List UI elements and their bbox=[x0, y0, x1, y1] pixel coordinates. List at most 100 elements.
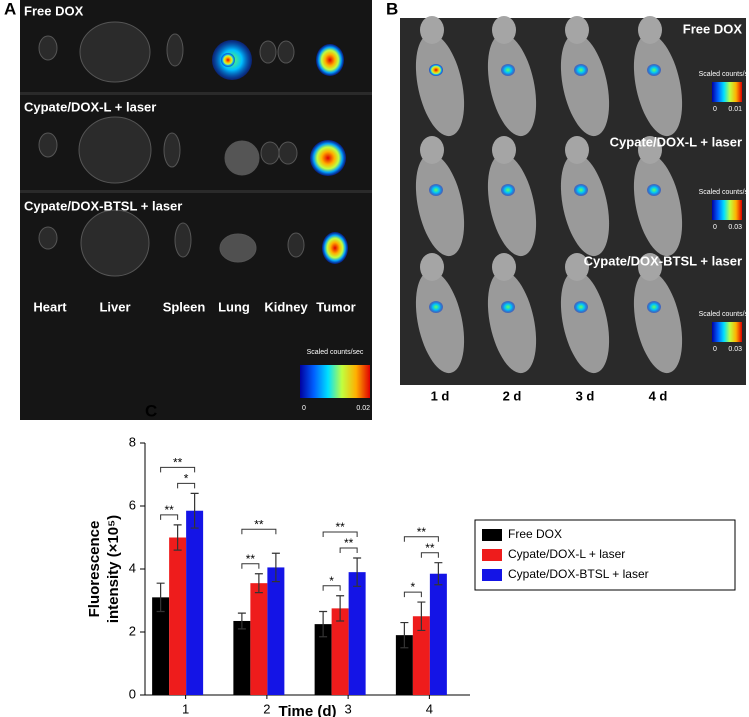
mouse-head bbox=[492, 136, 516, 164]
significance-label: ** bbox=[417, 525, 427, 539]
organ-label: Liver bbox=[99, 299, 130, 314]
mouse-head bbox=[492, 253, 516, 281]
organs bbox=[38, 21, 348, 277]
mouse bbox=[560, 153, 610, 257]
bar bbox=[186, 510, 204, 695]
mouse bbox=[487, 270, 537, 374]
significance-label: ** bbox=[425, 541, 435, 555]
mouse-head bbox=[565, 16, 589, 44]
signal bbox=[501, 184, 515, 196]
significance-label: ** bbox=[344, 536, 354, 550]
organ-label: Heart bbox=[33, 299, 67, 314]
signal bbox=[574, 184, 588, 196]
legend-swatch bbox=[482, 549, 502, 561]
significance-label: * bbox=[329, 574, 334, 588]
day-label: 3 d bbox=[576, 388, 595, 403]
mouse bbox=[560, 270, 610, 374]
mouse bbox=[633, 270, 683, 374]
day-label: 1 d bbox=[431, 388, 450, 403]
mouse bbox=[415, 153, 465, 257]
mouse bbox=[487, 33, 537, 137]
significance-bracket bbox=[322, 585, 341, 591]
bar bbox=[250, 583, 268, 695]
mouse-head bbox=[638, 16, 662, 44]
mouse-head bbox=[492, 16, 516, 44]
colorbar bbox=[300, 365, 370, 398]
signal bbox=[647, 184, 661, 196]
row-label: Free DOX bbox=[24, 3, 84, 18]
mouse-head bbox=[638, 136, 662, 164]
bar bbox=[412, 616, 430, 695]
signal bbox=[574, 64, 588, 76]
mouse bbox=[487, 153, 537, 257]
error-bar bbox=[271, 552, 280, 583]
mouse-head bbox=[420, 136, 444, 164]
colorbar bbox=[712, 322, 742, 342]
divider bbox=[20, 190, 372, 193]
significance-bracket bbox=[420, 552, 439, 558]
mouse-head bbox=[638, 253, 662, 281]
colorbar-max: 0.01 bbox=[728, 106, 742, 113]
signal bbox=[501, 301, 515, 313]
significance-bracket bbox=[241, 528, 277, 535]
x-tick-label: 1 bbox=[182, 701, 189, 716]
x-tick-label: 4 bbox=[426, 701, 433, 716]
mouse bbox=[415, 270, 465, 374]
mouse bbox=[633, 153, 683, 257]
y-tick-label: 4 bbox=[129, 560, 136, 575]
signal bbox=[574, 301, 588, 313]
y-tick-label: 8 bbox=[129, 434, 136, 449]
x-tick-label: 2 bbox=[263, 701, 270, 716]
colorbar bbox=[712, 82, 742, 102]
error-bar bbox=[434, 562, 443, 586]
colorbar-title: Scaled counts/sec bbox=[699, 189, 749, 196]
signal bbox=[501, 64, 515, 76]
legend-swatch bbox=[482, 569, 502, 581]
mouse-head bbox=[420, 253, 444, 281]
organ-label: Tumor bbox=[316, 299, 355, 314]
row-label: Cypate/DOX-BTSL + laser bbox=[24, 198, 182, 213]
significance-label: ** bbox=[254, 517, 264, 531]
mouse-head bbox=[420, 16, 444, 44]
error-bar bbox=[173, 524, 182, 551]
mouse bbox=[633, 33, 683, 137]
y-tick-label: 0 bbox=[129, 686, 136, 701]
bar bbox=[348, 572, 366, 695]
bar bbox=[429, 573, 447, 695]
significance-bracket bbox=[160, 514, 179, 520]
error-bar bbox=[417, 601, 426, 632]
significance-bracket bbox=[177, 482, 196, 489]
colorbar-min: 0 bbox=[302, 405, 306, 412]
bar bbox=[169, 537, 187, 695]
row-label: Cypate/DOX-L + laser bbox=[610, 134, 742, 149]
mouse bbox=[560, 33, 610, 137]
day-label: 4 d bbox=[649, 388, 668, 403]
error-bar bbox=[156, 582, 165, 613]
x-axis-label: Time (d) bbox=[278, 703, 336, 717]
y-axis-label: Fluorescence bbox=[86, 521, 103, 618]
error-bar bbox=[400, 621, 409, 649]
bar bbox=[267, 567, 285, 695]
y-tick-label: 6 bbox=[129, 497, 136, 512]
y-tick-label: 2 bbox=[129, 623, 136, 638]
significance-bracket bbox=[403, 591, 422, 598]
signal bbox=[429, 301, 443, 313]
legend-swatch bbox=[482, 529, 502, 541]
mouse-head bbox=[565, 253, 589, 281]
error-bar bbox=[254, 573, 263, 594]
organ-label: Spleen bbox=[163, 299, 206, 314]
significance-bracket bbox=[160, 466, 196, 473]
mouse bbox=[415, 33, 465, 137]
bar bbox=[395, 635, 413, 695]
legend-label: Cypate/DOX-L + laser bbox=[508, 547, 625, 561]
colorbar bbox=[712, 200, 742, 220]
significance-label: * bbox=[411, 580, 416, 594]
organ-label: Lung bbox=[218, 299, 250, 314]
row-label: Cypate/DOX-L + laser bbox=[24, 99, 156, 114]
bar bbox=[152, 597, 170, 695]
bar bbox=[314, 624, 332, 695]
mice bbox=[415, 16, 683, 374]
error-bar bbox=[190, 492, 199, 529]
y-axis-label: intensity (×10⁵) bbox=[105, 515, 122, 623]
